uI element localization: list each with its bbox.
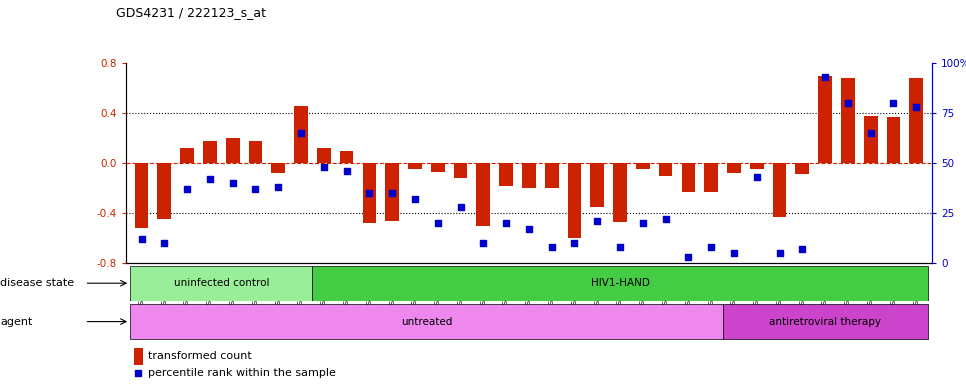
Bar bbox=[203, 141, 216, 163]
Point bbox=[134, 236, 150, 242]
Point bbox=[361, 190, 377, 196]
Bar bbox=[773, 163, 786, 217]
Point bbox=[180, 186, 195, 192]
Bar bbox=[682, 163, 696, 192]
Bar bbox=[476, 163, 490, 226]
Point bbox=[886, 100, 901, 106]
Bar bbox=[636, 163, 650, 169]
Text: percentile rank within the sample: percentile rank within the sample bbox=[148, 368, 336, 378]
Point bbox=[408, 196, 423, 202]
Bar bbox=[750, 163, 763, 169]
Point bbox=[156, 240, 172, 246]
Point bbox=[225, 180, 241, 186]
Text: uninfected control: uninfected control bbox=[174, 278, 269, 288]
Point bbox=[498, 220, 514, 226]
Bar bbox=[385, 163, 399, 220]
Point bbox=[384, 190, 400, 196]
Point bbox=[247, 186, 263, 192]
Bar bbox=[271, 163, 285, 173]
Text: untreated: untreated bbox=[401, 316, 452, 327]
Text: HIV1-HAND: HIV1-HAND bbox=[590, 278, 649, 288]
Bar bbox=[317, 148, 330, 163]
Bar bbox=[181, 148, 194, 163]
Point bbox=[430, 220, 445, 226]
Bar bbox=[454, 163, 468, 178]
Bar bbox=[545, 163, 558, 188]
Point bbox=[681, 254, 696, 260]
Point bbox=[544, 244, 559, 250]
Text: agent: agent bbox=[0, 316, 33, 327]
Point bbox=[294, 130, 309, 136]
Point bbox=[749, 174, 764, 180]
Bar bbox=[431, 163, 444, 172]
Point bbox=[339, 168, 355, 174]
Point bbox=[270, 184, 286, 190]
Point bbox=[589, 218, 605, 224]
Point bbox=[453, 204, 469, 210]
Bar bbox=[312, 266, 927, 301]
Bar bbox=[522, 163, 536, 188]
Bar bbox=[340, 151, 354, 163]
Bar bbox=[864, 116, 877, 163]
Point bbox=[817, 74, 833, 80]
Bar bbox=[727, 163, 741, 173]
Bar bbox=[659, 163, 672, 176]
Bar bbox=[909, 78, 923, 163]
Point bbox=[567, 240, 582, 246]
Bar bbox=[130, 304, 723, 339]
Point bbox=[772, 250, 787, 256]
Point bbox=[316, 164, 331, 170]
Point bbox=[795, 246, 810, 252]
Text: GDS4231 / 222123_s_at: GDS4231 / 222123_s_at bbox=[116, 6, 266, 19]
Bar bbox=[130, 266, 312, 301]
Bar bbox=[723, 304, 927, 339]
Bar bbox=[157, 163, 171, 219]
Bar bbox=[226, 138, 240, 163]
Bar bbox=[133, 348, 143, 365]
Point bbox=[840, 100, 856, 106]
Bar bbox=[499, 163, 513, 186]
Point bbox=[202, 176, 217, 182]
Point bbox=[863, 130, 878, 136]
Point bbox=[635, 220, 650, 226]
Point bbox=[703, 244, 719, 250]
Text: disease state: disease state bbox=[0, 278, 74, 288]
Point bbox=[726, 250, 742, 256]
Text: antiretroviral therapy: antiretroviral therapy bbox=[769, 316, 881, 327]
Bar bbox=[887, 117, 900, 163]
Bar bbox=[613, 163, 627, 222]
Bar bbox=[841, 78, 855, 163]
Bar bbox=[362, 163, 376, 223]
Bar bbox=[408, 163, 422, 169]
Point bbox=[908, 104, 923, 110]
Point bbox=[521, 226, 536, 232]
Bar bbox=[248, 141, 263, 163]
Point bbox=[475, 240, 491, 246]
Bar bbox=[134, 163, 149, 228]
Bar bbox=[590, 163, 604, 207]
Bar bbox=[818, 76, 832, 163]
Text: transformed count: transformed count bbox=[148, 351, 252, 361]
Bar bbox=[704, 163, 718, 192]
Bar bbox=[795, 163, 810, 174]
Point bbox=[658, 216, 673, 222]
Point bbox=[639, 295, 654, 301]
Bar bbox=[295, 106, 308, 163]
Point bbox=[612, 244, 628, 250]
Bar bbox=[568, 163, 582, 238]
